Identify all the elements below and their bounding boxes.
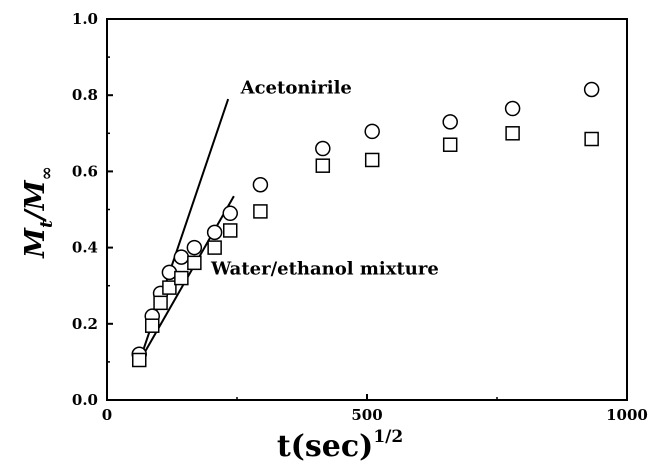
x-tick-label: 1000 [606, 406, 648, 424]
square-marker [144, 318, 160, 333]
plot-frame [106, 18, 628, 401]
circle-marker [186, 239, 203, 256]
circle-marker [252, 176, 269, 193]
x-axis-title: t(sec)1/2 [277, 427, 403, 464]
square-marker [207, 240, 222, 255]
x-tick-label: 0 [102, 406, 112, 424]
square-marker [187, 255, 202, 271]
circle-marker [583, 81, 600, 98]
y-tick-label: 0.0 [72, 391, 98, 409]
square-marker [131, 352, 147, 368]
plot-border [106, 18, 628, 401]
square-marker [364, 152, 380, 168]
square-marker [253, 204, 268, 219]
square-marker [584, 131, 599, 147]
circle-marker [222, 205, 238, 222]
circle-marker [173, 249, 190, 265]
square-marker [442, 137, 458, 152]
y-tick-label: 0.8 [72, 86, 98, 104]
square-marker [222, 223, 238, 238]
y-tick-label: 0.4 [72, 239, 98, 257]
square-marker [162, 280, 177, 295]
circle-marker [364, 123, 380, 140]
square-marker [174, 270, 189, 286]
chart-annotations: Acetonirile Water/ethanol mixture [210, 78, 439, 280]
x-tick-label: 500 [351, 406, 382, 424]
square-marker [153, 295, 168, 311]
circle-marker [206, 224, 223, 241]
square-marker [505, 126, 520, 141]
annotation-label: Acetonirile [240, 78, 352, 99]
y-tick-label: 1.0 [72, 10, 98, 28]
data-markers [131, 81, 600, 368]
circle-marker [315, 140, 331, 157]
x-axis-ticks: 0 500 1000 [102, 394, 648, 424]
circle-marker [504, 100, 521, 117]
annotation-label: Water/ethanol mixture [210, 259, 439, 280]
circle-marker [442, 114, 458, 130]
y-tick-label: 0.6 [72, 162, 98, 180]
y-axis-title: Mt/M∞ [20, 166, 57, 259]
y-tick-label: 0.2 [72, 315, 98, 333]
square-marker [315, 158, 331, 173]
y-axis-ticks: 0.0 0.2 0.4 0.6 0.8 1.0 [72, 10, 113, 409]
